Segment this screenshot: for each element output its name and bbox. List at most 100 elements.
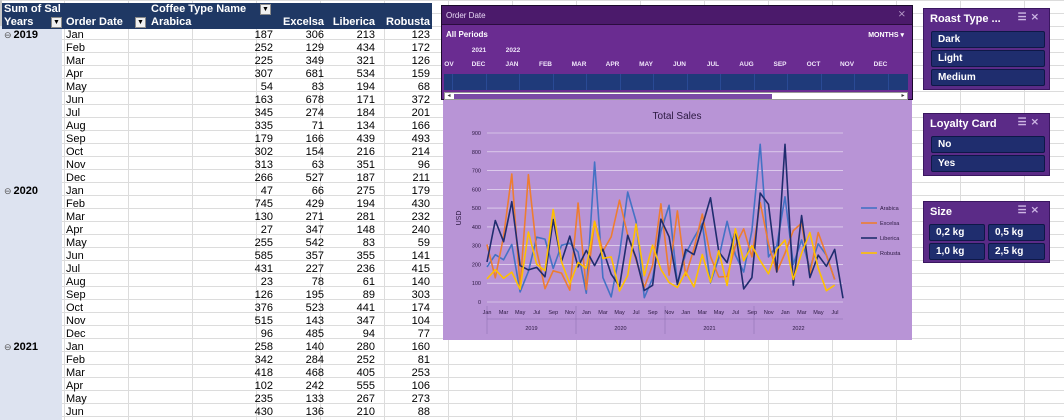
year-cell[interactable]: [2, 133, 62, 146]
timeline-month-label[interactable]: MAR: [571, 61, 587, 68]
excelsa-cell[interactable]: 468: [305, 367, 324, 379]
timeline-month-label[interactable]: JAN: [505, 61, 519, 68]
timeline-month-cell[interactable]: [788, 74, 822, 90]
robusta-cell[interactable]: 201: [411, 107, 430, 119]
month-cell[interactable]: Dec: [66, 328, 86, 340]
month-cell[interactable]: Jun: [66, 406, 84, 418]
liberica-cell[interactable]: 252: [356, 354, 375, 366]
total-sales-chart[interactable]: Total Sales USD 0 100 200 300 400 500 600 700 800 9…: [443, 100, 912, 340]
robusta-cell[interactable]: 106: [411, 380, 430, 392]
collapse-icon[interactable]: ⊖: [4, 342, 12, 352]
month-cell[interactable]: May: [66, 237, 87, 249]
month-cell[interactable]: Apr: [66, 68, 84, 80]
column-filter-dropdown-icon[interactable]: ▼: [260, 4, 271, 15]
robusta-cell[interactable]: 493: [411, 133, 430, 145]
year-cell[interactable]: [2, 68, 62, 81]
clear-filter-icon[interactable]: ⨯: [897, 9, 906, 20]
robusta-cell[interactable]: 172: [411, 42, 430, 54]
arabica-cell[interactable]: 47: [260, 185, 273, 197]
liberica-cell[interactable]: 94: [362, 328, 375, 340]
year-cell[interactable]: [2, 120, 62, 133]
excelsa-cell[interactable]: 143: [305, 315, 324, 327]
arabica-cell[interactable]: 252: [254, 42, 273, 54]
year-cell[interactable]: [2, 94, 62, 107]
loyalty-card-slicer[interactable]: Loyalty Card ☰⨯ No Yes: [923, 113, 1050, 176]
month-cell[interactable]: May: [66, 81, 87, 93]
year-cell[interactable]: [2, 107, 62, 120]
robusta-cell[interactable]: 174: [411, 302, 430, 314]
robusta-cell[interactable]: 160: [411, 341, 430, 353]
year-cell[interactable]: [2, 172, 62, 185]
liberica-cell[interactable]: 194: [356, 81, 375, 93]
year-cell[interactable]: [2, 328, 62, 341]
liberica-cell[interactable]: 83: [362, 237, 375, 249]
year-cell[interactable]: ⊖ 2020: [2, 185, 62, 198]
liberica-cell[interactable]: 434: [356, 42, 375, 54]
arabica-cell[interactable]: 307: [254, 68, 273, 80]
month-cell[interactable]: Jan: [66, 185, 84, 197]
excelsa-cell[interactable]: 140: [305, 341, 324, 353]
liberica-cell[interactable]: 171: [356, 94, 375, 106]
pivot-table[interactable]: Sum of Sal Coffee Type Name ▼ Years ▼ Or…: [2, 3, 432, 419]
robusta-cell[interactable]: 214: [411, 146, 430, 158]
month-cell[interactable]: Jun: [66, 250, 84, 262]
liberica-cell[interactable]: 187: [356, 172, 375, 184]
arabica-cell[interactable]: 345: [254, 107, 273, 119]
slicer-item-2-5kg[interactable]: 2,5 kg: [988, 243, 1045, 260]
month-cell[interactable]: Sep: [66, 289, 86, 301]
collapse-icon[interactable]: ⊖: [4, 30, 12, 40]
month-cell[interactable]: Jan: [66, 341, 84, 353]
month-cell[interactable]: Oct: [66, 302, 84, 314]
excelsa-cell[interactable]: 523: [305, 302, 324, 314]
arabica-cell[interactable]: 430: [254, 406, 273, 418]
timeline-month-label[interactable]: DEC: [873, 61, 888, 68]
year-cell[interactable]: [2, 354, 62, 367]
month-cell[interactable]: Feb: [66, 42, 85, 54]
timeline-month-label[interactable]: FEB: [539, 61, 552, 68]
clear-filter-icon[interactable]: ⨯: [1030, 12, 1043, 23]
excelsa-cell[interactable]: 681: [305, 68, 324, 80]
timeline-month-cell[interactable]: [688, 74, 721, 90]
arabica-cell[interactable]: 54: [260, 81, 273, 93]
excelsa-cell[interactable]: 195: [305, 289, 324, 301]
year-cell[interactable]: [2, 224, 62, 237]
timeline-month-cell[interactable]: [444, 74, 453, 90]
robusta-cell[interactable]: 415: [411, 263, 430, 275]
arabica-cell[interactable]: 187: [254, 29, 273, 41]
year-cell[interactable]: [2, 81, 62, 94]
robusta-cell[interactable]: 140: [411, 276, 430, 288]
liberica-cell[interactable]: 61: [362, 276, 375, 288]
arabica-cell[interactable]: 126: [254, 289, 273, 301]
liberica-cell[interactable]: 405: [356, 367, 375, 379]
timeline-month-cell[interactable]: [587, 74, 621, 90]
month-cell[interactable]: Jan: [66, 29, 84, 41]
arabica-cell[interactable]: 179: [254, 133, 273, 145]
liberica-cell[interactable]: 351: [356, 159, 375, 171]
collapse-icon[interactable]: ⊖: [4, 186, 12, 196]
robusta-cell[interactable]: 104: [411, 315, 430, 327]
timeline-month-label[interactable]: MAY: [639, 61, 653, 68]
robusta-cell[interactable]: 81: [417, 354, 430, 366]
arabica-cell[interactable]: 431: [254, 263, 273, 275]
scroll-right-arrow-icon[interactable]: ▸: [901, 93, 905, 99]
timeline-month-cell[interactable]: [453, 74, 487, 90]
timeline-month-cell[interactable]: [554, 74, 587, 90]
robusta-cell[interactable]: 96: [417, 159, 430, 171]
month-cell[interactable]: Mar: [66, 367, 85, 379]
liberica-cell[interactable]: 148: [356, 224, 375, 236]
liberica-cell[interactable]: 534: [356, 68, 375, 80]
years-filter-dropdown-icon[interactable]: ▼: [51, 17, 62, 28]
robusta-cell[interactable]: 59: [417, 237, 430, 249]
year-cell[interactable]: [2, 302, 62, 315]
timeline-month-label[interactable]: OCT: [806, 61, 821, 68]
liberica-cell[interactable]: 281: [356, 211, 375, 223]
timeline-month-label[interactable]: DEC: [471, 61, 486, 68]
multi-select-icon[interactable]: ☰: [1017, 117, 1031, 128]
liberica-cell[interactable]: 347: [356, 315, 375, 327]
slicer-item-medium[interactable]: Medium: [931, 69, 1045, 86]
month-cell[interactable]: Aug: [66, 276, 86, 288]
month-cell[interactable]: Sep: [66, 133, 86, 145]
arabica-cell[interactable]: 418: [254, 367, 273, 379]
robusta-cell[interactable]: 430: [411, 198, 430, 210]
month-cell[interactable]: Feb: [66, 198, 85, 210]
